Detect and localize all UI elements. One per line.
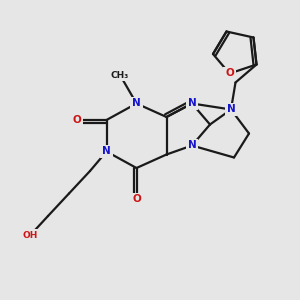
Text: N: N [226,104,236,115]
Text: O: O [132,194,141,205]
Text: O: O [72,115,81,125]
Text: OH: OH [22,231,38,240]
Text: N: N [102,146,111,157]
Text: N: N [188,140,196,151]
Text: O: O [225,68,234,79]
Text: N: N [132,98,141,109]
Text: CH₃: CH₃ [111,70,129,80]
Text: N: N [188,98,196,109]
